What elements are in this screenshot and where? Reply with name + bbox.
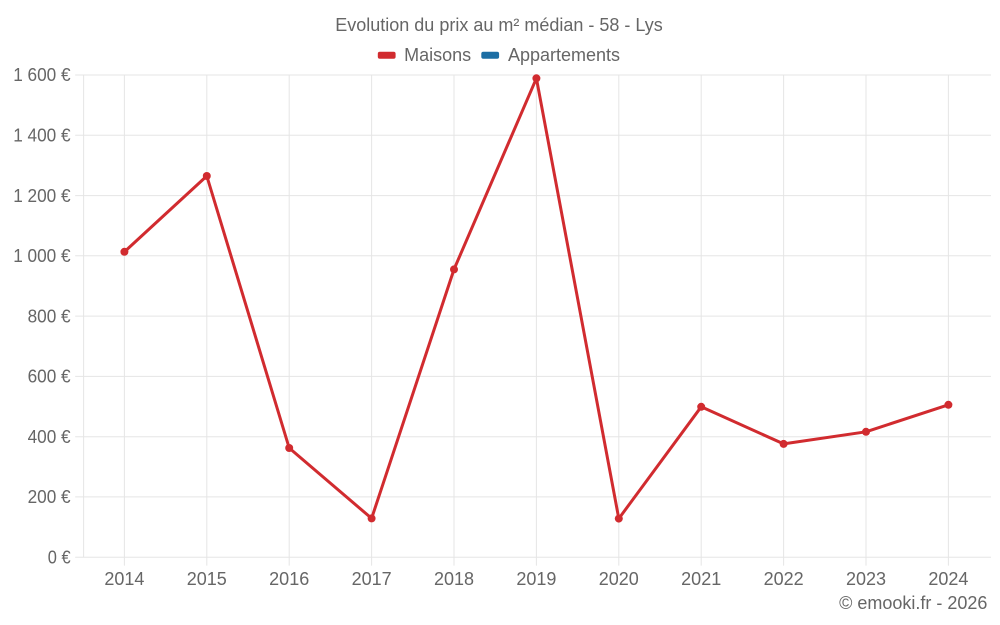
svg-text:2019: 2019	[516, 569, 556, 589]
svg-text:1 400 €: 1 400 €	[13, 126, 70, 146]
svg-text:800 €: 800 €	[28, 306, 71, 326]
svg-text:Evolution du prix au m² médian: Evolution du prix au m² médian - 58 - Ly…	[335, 15, 662, 35]
svg-text:2024: 2024	[928, 569, 968, 589]
svg-text:0 €: 0 €	[48, 547, 71, 567]
svg-text:1 600 €: 1 600 €	[13, 65, 70, 85]
svg-text:Appartements: Appartements	[508, 45, 620, 65]
svg-text:2020: 2020	[599, 569, 639, 589]
svg-text:2014: 2014	[104, 569, 144, 589]
svg-text:200 €: 200 €	[28, 487, 71, 507]
svg-text:2017: 2017	[352, 569, 392, 589]
svg-text:600 €: 600 €	[28, 367, 71, 387]
svg-text:2022: 2022	[764, 569, 804, 589]
svg-text:2016: 2016	[269, 569, 309, 589]
svg-text:2021: 2021	[681, 569, 721, 589]
svg-text:© emooki.fr - 2026: © emooki.fr - 2026	[839, 593, 987, 613]
svg-text:1 200 €: 1 200 €	[13, 186, 70, 206]
svg-text:2015: 2015	[187, 569, 227, 589]
svg-text:1 000 €: 1 000 €	[13, 246, 70, 266]
svg-text:2018: 2018	[434, 569, 474, 589]
svg-text:400 €: 400 €	[28, 427, 71, 447]
svg-text:2023: 2023	[846, 569, 886, 589]
svg-text:Maisons: Maisons	[404, 45, 471, 65]
